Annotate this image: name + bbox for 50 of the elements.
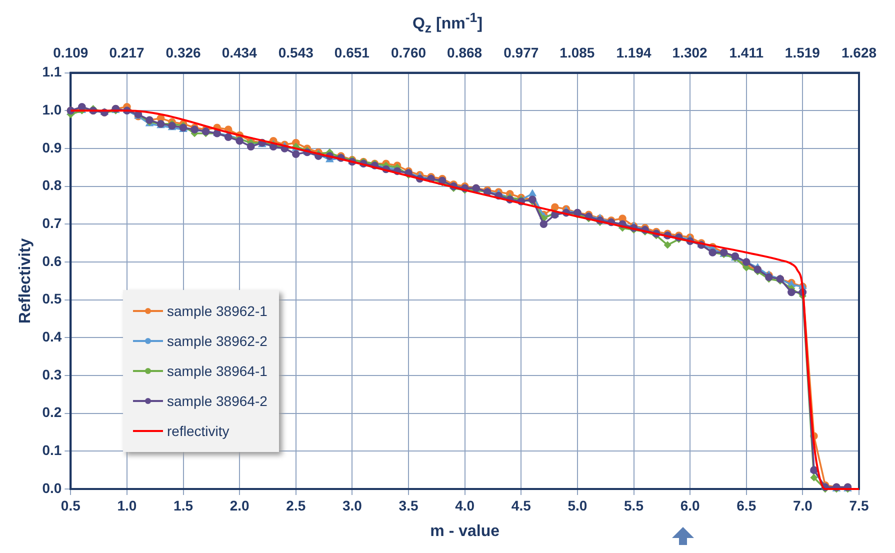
x-tick-label: 7.5	[849, 497, 869, 514]
y-tick-label: 0.8	[42, 177, 62, 194]
x2-tick-label: 1.085	[560, 44, 595, 60]
x-tick-label: 4.5	[511, 497, 532, 514]
x-tick-label: 7.0	[792, 497, 813, 514]
x2-tick-label: 0.543	[278, 44, 314, 60]
x-tick-label: 5.5	[624, 497, 644, 514]
y-tick-label: 1.1	[42, 64, 62, 80]
x-tick-label: 4.0	[455, 497, 475, 514]
x-tick-label: 5.0	[568, 497, 588, 514]
y-tick-label: 0.3	[42, 366, 62, 382]
x2-tick-label: 1.194	[616, 44, 652, 60]
x2-tick-label: 0.651	[334, 44, 370, 60]
y-tick-label: 0.6	[42, 252, 62, 269]
y-tick-label: 0.4	[42, 328, 62, 345]
x2-tick-label: 0.434	[222, 44, 258, 60]
legend-label: sample 38964-1	[167, 363, 268, 379]
legend-label: sample 38964-2	[167, 393, 268, 409]
x-tick-label: 3.5	[398, 497, 418, 514]
legend-label: sample 38962-2	[167, 333, 268, 349]
x-axis-title: m - value	[430, 522, 500, 540]
y-axis-title: Reflectivity	[17, 238, 34, 324]
y-tick-label: 0.1	[42, 442, 62, 458]
x-tick-label: 3.0	[342, 497, 362, 514]
legend-label: reflectivity	[167, 423, 230, 439]
x-tick-label: 1.5	[174, 497, 194, 514]
x2-tick-label: 1.302	[672, 44, 708, 60]
x-tick-label: 0.5	[60, 497, 81, 514]
x2-tick-label: 1.519	[784, 44, 820, 60]
x2-tick-label: 0.217	[109, 44, 144, 60]
x-tick-label: 1.0	[117, 497, 137, 514]
x-tick-label: 2.0	[230, 497, 250, 514]
y-tick-label: 0.7	[42, 215, 62, 232]
x2-tick-label: 0.977	[504, 44, 539, 60]
x2-tick-label: 0.760	[391, 44, 426, 60]
y-tick-label: 0.5	[42, 290, 62, 307]
x2-tick-label: 0.326	[166, 44, 202, 60]
x2-axis-title: Q$_{z}$ [nm$^{-1}$]	[411, 10, 484, 36]
y-tick-label: 0.2	[42, 404, 62, 420]
x2-tick-label: 0.868	[447, 44, 482, 60]
x2-tick-label: 1.411	[729, 44, 764, 60]
legend-label: sample 38962-1	[167, 303, 268, 319]
y-tick-label: 0.0	[42, 480, 62, 496]
x2-tick-label: 0.109	[53, 44, 88, 60]
x-tick-label: 6.0	[680, 497, 700, 514]
x2-tick-label: 1.628	[841, 44, 877, 60]
y-tick-label: 1.0	[42, 101, 62, 118]
x-tick-label: 2.5	[286, 497, 306, 514]
x-tick-label: 6.5	[736, 497, 756, 514]
y-tick-label: 0.9	[42, 139, 62, 156]
